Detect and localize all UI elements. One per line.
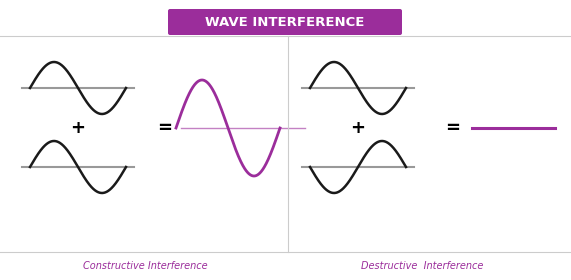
Text: +: + (351, 119, 365, 137)
Text: Destructive  Interference: Destructive Interference (361, 261, 483, 271)
Text: =: = (158, 119, 172, 137)
FancyBboxPatch shape (168, 9, 402, 35)
Text: Constructive Interference: Constructive Interference (83, 261, 207, 271)
Text: =: = (445, 119, 460, 137)
Text: +: + (70, 119, 86, 137)
Text: WAVE INTERFERENCE: WAVE INTERFERENCE (206, 15, 365, 29)
